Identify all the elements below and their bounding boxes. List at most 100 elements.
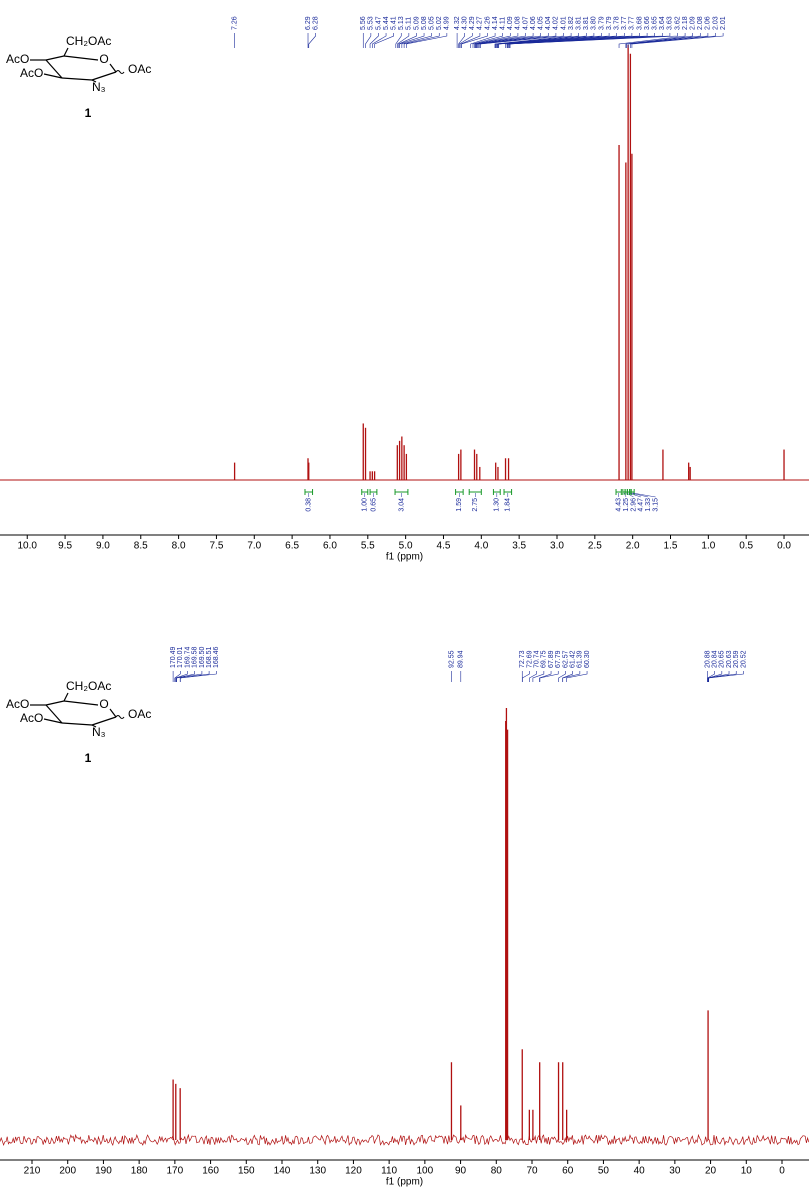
peak-label: 4.09 — [507, 16, 514, 30]
peak-label: 3.64 — [659, 16, 666, 30]
bond — [91, 79, 97, 83]
integral-label: 1.00 — [362, 498, 369, 512]
peak-label: 5.02 — [436, 16, 443, 30]
x-tick-label: 8.0 — [172, 541, 186, 552]
peak-connector — [458, 33, 465, 48]
peak-label: 169.74 — [184, 646, 191, 668]
noise — [0, 1133, 809, 1147]
structure-label: AcO — [20, 66, 43, 80]
peak-label: 170.01 — [177, 646, 184, 668]
integral-label: 1.33 — [645, 498, 652, 512]
integral-label: 1.84 — [505, 498, 512, 512]
peak-connector — [618, 33, 686, 48]
peak-connector — [308, 33, 316, 48]
peak-connector — [180, 671, 217, 682]
x-tick-label: 8.5 — [134, 541, 148, 552]
peak-label: 5.41 — [390, 16, 397, 30]
structure-label: O — [99, 52, 108, 66]
peak-label: 5.13 — [398, 16, 405, 30]
peak-label: 4.27 — [477, 16, 484, 30]
peak-label: 4.02 — [553, 16, 560, 30]
peak-label: 3.80 — [591, 16, 598, 30]
peak-connector — [708, 671, 744, 682]
x-tick-label: 4.0 — [474, 541, 488, 552]
peak-connector — [365, 33, 372, 48]
peak-label: 3.79 — [606, 16, 613, 30]
x-tick-label: 3.0 — [550, 541, 564, 552]
peak-label: 4.11 — [500, 17, 507, 30]
peak-label: 5.44 — [383, 16, 390, 30]
bond — [63, 55, 99, 61]
peak-label: 2.08 — [697, 16, 704, 30]
peak-label: 20.88 — [704, 650, 711, 668]
peak-label: 2.09 — [690, 16, 697, 30]
peak-label: 7.26 — [231, 16, 238, 30]
wavy-bond — [115, 714, 125, 720]
peak-label: 4.01 — [560, 16, 567, 30]
wavy-bond — [115, 69, 125, 75]
integral-label: 0.65 — [370, 498, 377, 512]
x-tick-label: 9.0 — [96, 541, 110, 552]
x-tick-label: 140 — [274, 1166, 291, 1177]
peak-connector — [626, 33, 701, 48]
bond — [109, 708, 117, 718]
integral-bracket — [394, 489, 409, 495]
structure-label: N₃ — [92, 725, 106, 739]
x-tick-label: 5.5 — [361, 541, 375, 552]
x-tick-label: 150 — [238, 1166, 255, 1177]
x-tick-label: 1.0 — [701, 541, 715, 552]
x-tick-label: 210 — [24, 1166, 41, 1177]
peak-label: 3.77 — [629, 16, 636, 30]
peak-connector — [474, 33, 519, 48]
peak-connector — [460, 33, 481, 48]
peak-label: 4.32 — [454, 16, 461, 30]
peak-label: 67.79 — [555, 650, 562, 668]
x-tick-label: 20 — [705, 1166, 717, 1177]
x-tick-label: 130 — [309, 1166, 326, 1177]
structure-label: AcO — [20, 711, 43, 725]
integral-bracket — [304, 489, 314, 495]
x-tick-label: 60 — [562, 1166, 574, 1177]
peak-label: 89.94 — [458, 650, 465, 668]
peak-connector — [176, 671, 203, 682]
integral-bracket — [615, 489, 622, 495]
bond — [63, 47, 69, 57]
peak-connector — [558, 671, 566, 682]
peak-label: 20.63 — [726, 650, 733, 668]
peak-label: 67.89 — [548, 650, 555, 668]
peak-connector — [175, 671, 188, 682]
peak-connector — [476, 33, 534, 48]
peak-label: 6.28 — [312, 16, 319, 30]
peak-connector — [539, 671, 559, 682]
peak-label: 4.14 — [492, 16, 499, 30]
peak-label: 4.05 — [538, 16, 545, 30]
bond — [91, 724, 97, 728]
peak-label: 62.57 — [562, 650, 569, 668]
x-tick-label: 5.0 — [399, 541, 413, 552]
peak-label: 3.62 — [674, 16, 681, 30]
peak-label: 61.39 — [577, 650, 584, 668]
x-tick-label: 80 — [491, 1166, 503, 1177]
peak-connector — [406, 33, 448, 48]
peak-label: 4.29 — [469, 16, 476, 30]
peak-label: 169.50 — [199, 646, 206, 668]
peak-connector — [631, 33, 724, 48]
peak-label: 3.65 — [652, 16, 659, 30]
peak-connector — [495, 33, 587, 48]
peak-label: 5.11 — [406, 17, 413, 30]
integral-label: 2.96 — [630, 498, 637, 512]
peak-connector — [529, 671, 537, 682]
x-tick-label: 2.5 — [588, 541, 602, 552]
structure-label: AcO — [6, 52, 29, 66]
integral-label: 1.25 — [623, 498, 630, 512]
peak-label: 4.07 — [522, 16, 529, 30]
peak-label: 20.65 — [719, 650, 726, 668]
x-tick-label: 200 — [59, 1166, 76, 1177]
peak-connector — [479, 33, 557, 48]
bond — [63, 692, 69, 702]
peak-label: 4.04 — [545, 16, 552, 30]
structure-label: AcO — [6, 697, 29, 711]
